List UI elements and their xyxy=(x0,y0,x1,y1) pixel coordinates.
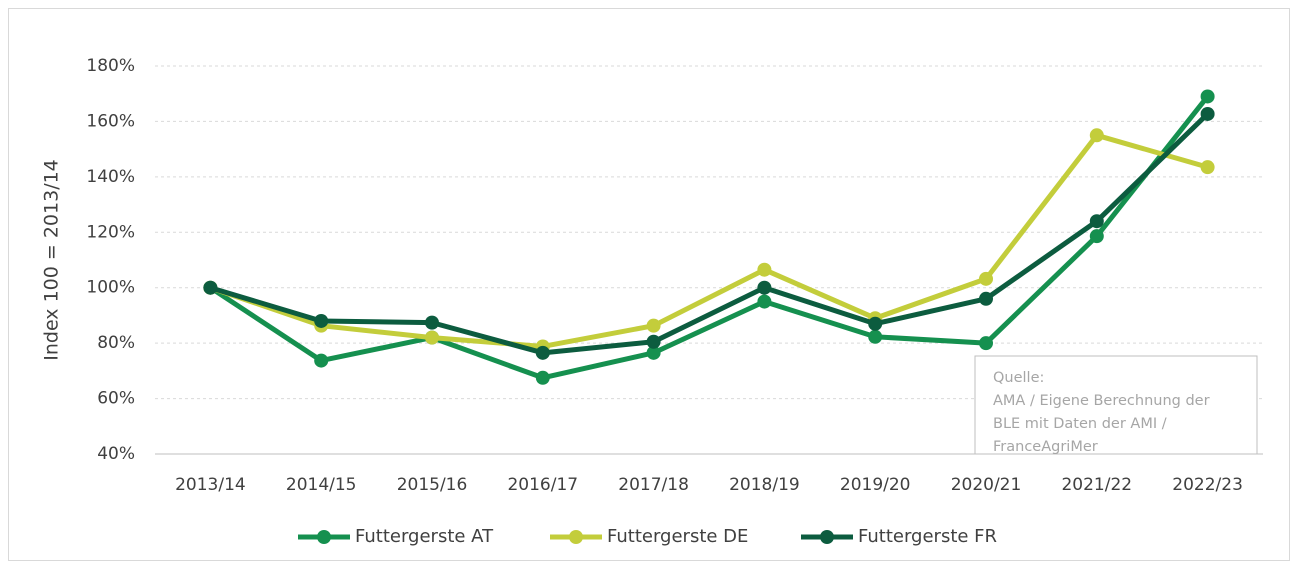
point xyxy=(646,318,661,333)
point xyxy=(535,370,550,385)
source-text: BLE mit Daten der AMI / xyxy=(993,416,1167,432)
point xyxy=(1089,128,1104,143)
series-line xyxy=(209,132,1209,349)
x-tick-label: 2013/14 xyxy=(175,475,246,495)
source-box xyxy=(974,355,1258,455)
point xyxy=(979,291,993,306)
y-axis-label: Index 100 = 2013/14 xyxy=(41,159,63,361)
point xyxy=(535,345,550,360)
point xyxy=(314,353,329,368)
x-tick-label: 2015/16 xyxy=(397,475,468,495)
legend-label: Futtergerste AT xyxy=(355,526,494,547)
point xyxy=(425,330,439,345)
y-tick-label: 80% xyxy=(97,333,135,353)
series-line xyxy=(209,112,1210,356)
source-text: Quelle: xyxy=(993,370,1044,386)
y-tick-label: 60% xyxy=(97,389,135,409)
point xyxy=(979,336,993,351)
y-tick-label: 40% xyxy=(97,444,135,464)
legend-marker xyxy=(569,530,583,544)
legend-label: Futtergerste FR xyxy=(858,526,997,547)
point xyxy=(868,316,883,331)
x-tick-label: 2017/18 xyxy=(618,475,689,495)
point xyxy=(1200,106,1215,121)
chart-border xyxy=(8,8,1290,561)
point xyxy=(1089,229,1104,244)
x-tick-label: 2020/21 xyxy=(951,475,1022,495)
point xyxy=(868,329,883,344)
point xyxy=(314,313,329,328)
source-text: FranceAgriMer xyxy=(993,439,1098,455)
point xyxy=(646,334,661,349)
point xyxy=(757,262,772,277)
point xyxy=(757,294,772,309)
point xyxy=(646,345,661,360)
x-tick-label: 2014/15 xyxy=(286,475,357,495)
point xyxy=(979,271,993,286)
legend-marker xyxy=(317,530,331,544)
point xyxy=(425,315,439,330)
point xyxy=(1200,160,1215,175)
series-line xyxy=(209,94,1210,381)
y-tick-label: 100% xyxy=(86,278,135,298)
x-tick-label: 2018/19 xyxy=(729,475,800,495)
y-tick-label: 140% xyxy=(86,167,135,187)
point xyxy=(1200,89,1215,104)
point xyxy=(757,280,772,295)
y-tick-label: 160% xyxy=(86,111,135,131)
x-tick-label: 2022/23 xyxy=(1172,475,1243,495)
point xyxy=(203,280,218,295)
source-text: AMA / Eigene Berechnung der xyxy=(993,393,1210,409)
x-tick-label: 2019/20 xyxy=(840,475,911,495)
x-tick-label: 2021/22 xyxy=(1061,475,1132,495)
legend-label: Futtergerste DE xyxy=(607,526,748,547)
legend-marker xyxy=(820,530,834,544)
point xyxy=(1089,214,1104,229)
x-tick-label: 2016/17 xyxy=(507,475,578,495)
y-tick-label: 120% xyxy=(86,222,135,242)
y-tick-label: 180% xyxy=(86,56,135,76)
